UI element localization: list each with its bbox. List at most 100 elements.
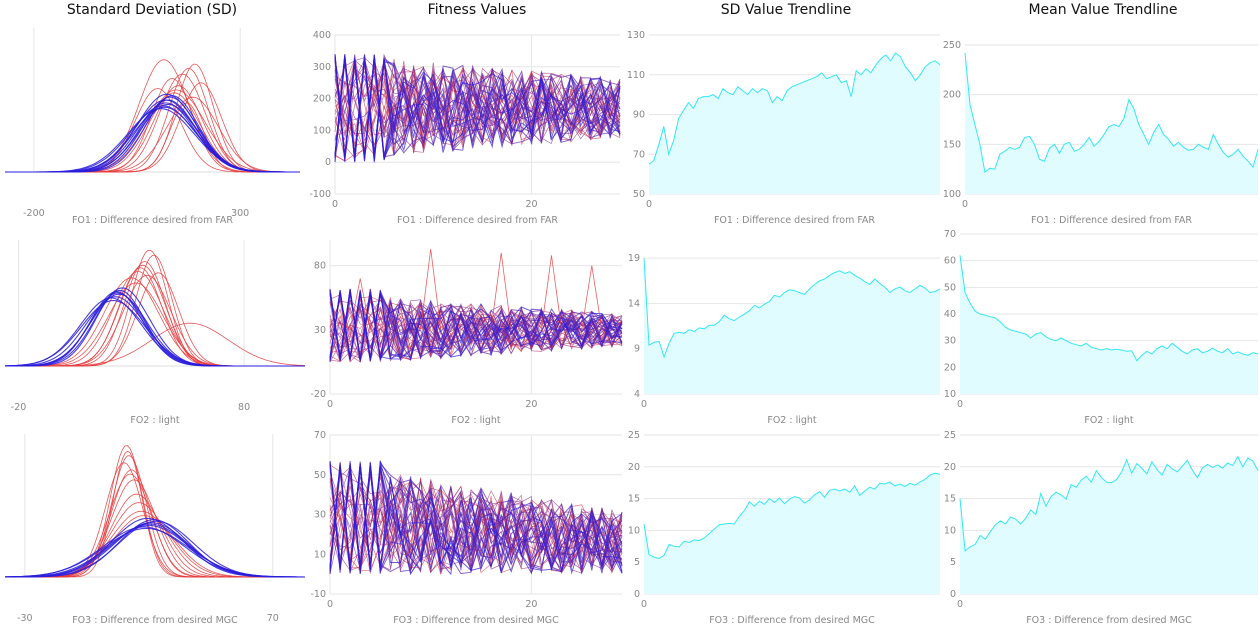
distribution-curve-blue — [5, 96, 300, 173]
y-tick-label: 50 — [633, 189, 645, 200]
fitness-spike-line — [349, 278, 371, 330]
chart-fit-fo2: FO2 : light -20 30 80 0 20 — [310, 240, 623, 426]
x-tick-label: -30 — [17, 613, 33, 624]
trend-line — [648, 52, 941, 165]
x-tick-label: 0 — [332, 199, 338, 210]
y-tick-label: 5 — [950, 557, 956, 568]
y-tick-label: 5 — [634, 557, 640, 568]
fitness-series-line — [334, 67, 621, 149]
y-tick-label: 10 — [944, 389, 956, 400]
x-tick-label: 20 — [525, 599, 537, 610]
chart-sdt-fo1: FO1 : Difference desired from FAR 50 70 90 1… — [627, 30, 941, 226]
x-axis-label: FO3 : Difference from desired MGC — [1026, 615, 1192, 626]
chart-sdt-fo2: FO2 : light 4 9 14 19 0 — [628, 253, 941, 426]
x-tick-label: 0 — [641, 399, 647, 410]
y-tick-label: -100 — [309, 189, 331, 200]
title-standard-deviation: Standard Deviation (SD) — [67, 2, 237, 18]
x-axis-label: FO2 : light — [451, 415, 501, 426]
y-tick-label: 60 — [944, 256, 956, 267]
x-tick-label: 0 — [641, 599, 647, 610]
x-axis-label: FO3 : Difference from desired MGC — [72, 615, 238, 626]
y-tick-label: 20 — [628, 462, 640, 473]
fitness-spike-line — [420, 248, 442, 330]
x-axis-label: FO2 : light — [767, 415, 817, 426]
distribution-curve-red — [5, 271, 305, 367]
y-tick-label: 20 — [944, 462, 956, 473]
distribution-curve-red — [5, 322, 306, 367]
y-tick-label: -20 — [310, 389, 326, 400]
y-tick-label: 9 — [634, 344, 640, 355]
distribution-curve-red — [5, 473, 305, 578]
x-axis-label: FO2 : light — [1084, 415, 1134, 426]
trend-area-fill — [649, 52, 940, 195]
y-tick-label: 14 — [628, 298, 640, 309]
distribution-curve-blue — [5, 108, 300, 173]
x-tick-label: 0 — [327, 599, 333, 610]
distribution-curve-red — [5, 445, 305, 578]
distribution-curve-blue — [5, 291, 305, 367]
y-tick-label: 25 — [944, 430, 956, 441]
distribution-curve-blue — [5, 95, 300, 173]
distribution-curve-red — [5, 267, 305, 367]
y-tick-label: 15 — [944, 494, 956, 505]
distribution-curve-red — [5, 260, 305, 367]
distribution-curve-blue — [5, 296, 305, 367]
y-tick-label: 70 — [944, 229, 956, 240]
y-tick-label: 70 — [633, 149, 645, 160]
x-axis-label: FO1 : Difference desired from FAR — [72, 215, 233, 226]
distribution-curve-blue — [5, 524, 305, 578]
x-axis-label: FO1 : Difference desired from FAR — [1031, 215, 1192, 226]
y-tick-label: 250 — [943, 40, 961, 51]
fitness-spike-line — [581, 265, 603, 330]
y-tick-label: 25 — [628, 430, 640, 441]
distribution-curve-red — [5, 249, 305, 367]
chart-mt-fo1: FO1 : Difference desired from FAR 100 150 2… — [943, 40, 1259, 226]
distribution-curve-red — [5, 82, 300, 173]
y-tick-label: 50 — [944, 282, 956, 293]
y-tick-label: 0 — [325, 157, 331, 168]
fitness-series-line — [334, 54, 621, 161]
chart-fit-fo3: FO3 : Difference from desired MGC -10 10 30… — [310, 430, 623, 626]
x-axis-label: FO3 : Difference from desired MGC — [393, 615, 559, 626]
trend-area-fill — [965, 52, 1258, 195]
y-tick-label: 19 — [628, 253, 640, 264]
x-tick-label: -200 — [23, 208, 45, 219]
fitness-series-line — [329, 462, 623, 576]
x-axis-label: FO3 : Difference from desired MGC — [709, 615, 875, 626]
distribution-curve-red — [5, 92, 300, 173]
title-fitness-values: Fitness Values — [428, 2, 527, 18]
distribution-curve-blue — [5, 299, 305, 367]
distribution-curve-blue — [5, 520, 305, 578]
x-tick-label: 0 — [327, 399, 333, 410]
y-tick-label: 130 — [627, 30, 645, 41]
y-tick-label: 30 — [314, 325, 326, 336]
fitness-series-line — [329, 289, 623, 360]
y-tick-label: 80 — [314, 261, 326, 272]
y-tick-label: 50 — [314, 470, 326, 481]
y-tick-label: 400 — [313, 30, 331, 41]
chart-mt-fo3: FO3 : Difference from desired MGC 0 5 10 15 2… — [944, 430, 1259, 626]
x-tick-label: 20 — [525, 399, 537, 410]
trend-area-fill — [960, 255, 1258, 394]
y-tick-label: 4 — [634, 389, 640, 400]
distribution-curve-red — [5, 63, 300, 173]
fitness-series-line — [329, 302, 623, 358]
chart-sdt-fo3: FO3 : Difference from desired MGC 0 5 10 15 2… — [628, 430, 941, 626]
y-tick-label: 10 — [944, 525, 956, 536]
trend-area-fill — [644, 473, 940, 594]
y-tick-label: 15 — [628, 494, 640, 505]
distribution-curve-red — [5, 77, 300, 173]
x-tick-label: 300 — [231, 208, 249, 219]
distribution-curve-red — [5, 455, 305, 578]
y-tick-label: 150 — [943, 139, 961, 150]
y-tick-label: 30 — [314, 510, 326, 521]
chart-fit-fo1: FO1 : Difference desired from FAR-100010… — [309, 30, 621, 226]
trend-area-fill — [960, 456, 1258, 594]
title-sd-value-trendline: SD Value Trendline — [721, 2, 852, 18]
y-tick-label: 0 — [950, 589, 956, 600]
x-tick-label: -20 — [11, 402, 27, 413]
y-tick-label: -10 — [310, 589, 326, 600]
y-tick-label: 30 — [944, 336, 956, 347]
fitness-series-line — [329, 479, 623, 574]
y-tick-label: 300 — [313, 62, 331, 73]
